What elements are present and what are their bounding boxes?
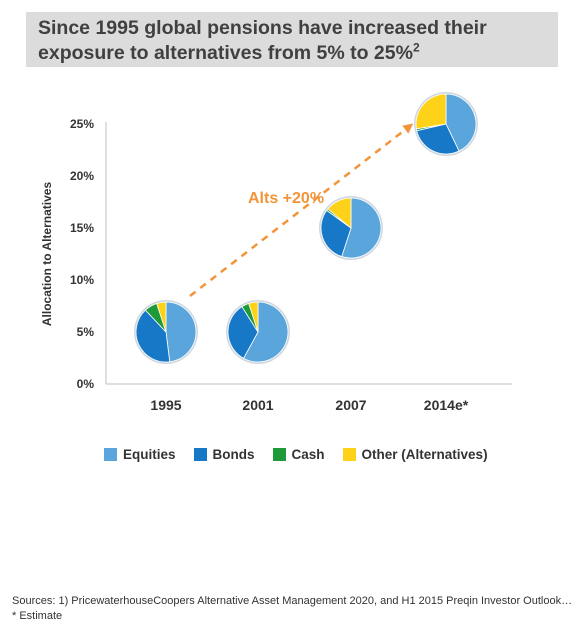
legend-swatch-other [342, 448, 356, 461]
pie-slice-bonds [320, 209, 352, 258]
trend-annotation: Alts +20% [248, 190, 324, 207]
y-tick-label: 15% [70, 221, 94, 235]
y-axis-label: Allocation to Alternatives [40, 182, 54, 327]
legend-label-other: Other (Alternatives) [361, 447, 488, 462]
pie-1995 [134, 300, 198, 364]
footnotes: Sources: 1) PricewaterhouseCoopers Alter… [12, 594, 577, 624]
pie-slice-other [327, 197, 352, 229]
footnote-estimate: * Estimate [12, 610, 63, 622]
x-tick-label: 2007 [335, 397, 366, 413]
y-tick-label: 25% [70, 117, 94, 131]
legend-label-equities: Equities [123, 447, 176, 462]
pie-markers [134, 92, 478, 364]
y-tick-label: 5% [77, 325, 95, 339]
pie-slice-other [248, 301, 259, 333]
pie-2007 [319, 196, 383, 260]
legend-item-other: Other (Alternatives) [342, 447, 488, 462]
trend-arrow-group: Alts +20% [189, 123, 414, 297]
legend-label-cash: Cash [291, 447, 325, 462]
legend-item-equities: Equities [104, 447, 176, 462]
pie-slice-bonds [416, 123, 460, 155]
legend-swatch-cash [272, 448, 286, 461]
axes: 0% 5% 10% 15% 20% 25% 1995 2001 2007 2014e* Alloca… [40, 117, 512, 413]
legend-label-bonds: Bonds [212, 447, 255, 462]
x-tick-label: 2001 [242, 397, 273, 413]
chart-title-text: Since 1995 global pensions have increase… [38, 17, 487, 64]
pie-slice-equities [243, 301, 289, 363]
pie-slice-equities [165, 301, 197, 363]
pie-slice-equities [341, 197, 382, 259]
legend-swatch-equities [104, 448, 117, 461]
legend: Equities Bonds Cash Other (Alternatives) [104, 447, 506, 462]
legend-swatch-bonds [193, 448, 207, 461]
pie-slice-bonds [227, 306, 259, 359]
y-tick-label: 20% [70, 169, 94, 183]
footnote-sources: Sources: 1) PricewaterhouseCoopers Alter… [12, 595, 573, 607]
pie-slice-other [415, 93, 447, 130]
legend-item-bonds: Bonds [193, 447, 255, 462]
pie-slice-equities [445, 93, 477, 152]
x-tick-label: 1995 [150, 397, 181, 413]
y-tick-label: 10% [70, 273, 94, 287]
pie-2014e [414, 92, 478, 156]
pie-slice-bonds [135, 309, 171, 363]
x-tick-label: 2014e* [424, 397, 469, 413]
title-footnote-ref: 2 [412, 40, 420, 55]
pie-2001 [226, 300, 290, 364]
y-tick-label: 0% [77, 377, 95, 391]
chart-title: Since 1995 global pensions have increase… [26, 12, 558, 67]
legend-item-cash: Cash [272, 447, 325, 462]
pie-slice-other [156, 301, 167, 333]
